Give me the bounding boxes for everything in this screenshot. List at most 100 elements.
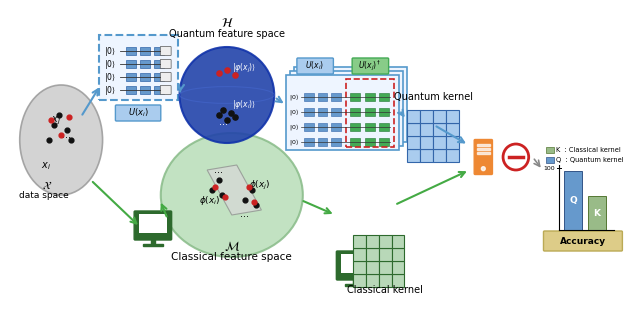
Bar bbox=[477, 144, 490, 146]
Bar bbox=[366, 274, 379, 287]
Bar bbox=[366, 248, 379, 261]
Bar bbox=[353, 261, 366, 274]
Ellipse shape bbox=[161, 133, 303, 257]
Bar bbox=[588, 196, 605, 230]
Text: ...: ... bbox=[61, 130, 70, 140]
Point bbox=[64, 114, 74, 120]
Circle shape bbox=[179, 47, 274, 143]
Bar bbox=[332, 93, 341, 101]
Text: $\mathcal{X}$: $\mathcal{X}$ bbox=[42, 180, 52, 191]
Bar bbox=[433, 123, 446, 136]
Text: $|\varphi(x_i)\rangle$: $|\varphi(x_i)\rangle$ bbox=[232, 98, 256, 111]
Bar bbox=[477, 148, 490, 150]
Bar bbox=[332, 123, 341, 131]
FancyBboxPatch shape bbox=[290, 71, 403, 146]
Bar bbox=[345, 284, 365, 286]
Text: $|0\rangle$: $|0\rangle$ bbox=[104, 45, 115, 58]
Bar bbox=[564, 171, 582, 230]
Text: $U(x_j)^\dagger$: $U(x_j)^\dagger$ bbox=[358, 59, 381, 73]
Point bbox=[62, 127, 72, 133]
Text: K  : Classical kernel: K : Classical kernel bbox=[556, 147, 621, 153]
Bar bbox=[140, 86, 150, 94]
Point bbox=[230, 72, 240, 78]
Text: Classical feature space: Classical feature space bbox=[172, 252, 292, 262]
Text: $U(x_i)$: $U(x_i)$ bbox=[305, 60, 324, 72]
Bar bbox=[154, 86, 164, 94]
Bar bbox=[408, 149, 420, 162]
FancyBboxPatch shape bbox=[474, 139, 492, 175]
Text: ...: ... bbox=[219, 117, 228, 127]
FancyBboxPatch shape bbox=[297, 58, 333, 74]
Bar bbox=[126, 86, 136, 94]
Bar bbox=[350, 138, 360, 146]
Text: $\phi(x_j)$: $\phi(x_j)$ bbox=[249, 179, 270, 192]
Bar bbox=[408, 123, 420, 136]
Text: K: K bbox=[593, 208, 600, 217]
Text: $U(x_i)$: $U(x_i)$ bbox=[128, 107, 148, 119]
Text: Classical kernel: Classical kernel bbox=[347, 285, 422, 295]
Text: Quantum kernel: Quantum kernel bbox=[394, 92, 472, 102]
Point bbox=[207, 187, 217, 193]
Bar bbox=[408, 110, 420, 123]
Text: $\mathcal{H}$: $\mathcal{H}$ bbox=[221, 17, 233, 30]
Bar bbox=[433, 149, 446, 162]
Bar bbox=[433, 110, 446, 123]
Bar bbox=[392, 235, 404, 248]
Bar bbox=[420, 149, 433, 162]
FancyBboxPatch shape bbox=[543, 231, 622, 251]
Bar bbox=[143, 245, 163, 246]
Bar bbox=[477, 152, 490, 154]
Text: $x_i$: $x_i$ bbox=[42, 160, 51, 172]
Bar bbox=[365, 123, 375, 131]
Bar bbox=[150, 239, 156, 245]
Bar bbox=[353, 235, 366, 248]
Point bbox=[252, 202, 262, 208]
Point bbox=[246, 187, 257, 193]
Point bbox=[214, 177, 224, 183]
Point bbox=[66, 137, 76, 143]
Bar bbox=[317, 138, 328, 146]
Bar bbox=[365, 108, 375, 116]
Bar bbox=[379, 235, 392, 248]
Bar bbox=[420, 123, 433, 136]
Text: $|0\rangle$: $|0\rangle$ bbox=[104, 58, 115, 70]
Bar bbox=[350, 93, 360, 101]
Point bbox=[221, 117, 232, 123]
Bar bbox=[365, 138, 375, 146]
Point bbox=[214, 112, 224, 118]
Text: $x_j$: $x_j$ bbox=[51, 114, 61, 127]
Bar bbox=[392, 248, 404, 261]
Text: $\phi(x_i)$: $\phi(x_i)$ bbox=[199, 194, 221, 207]
Bar bbox=[366, 235, 379, 248]
Bar bbox=[154, 47, 164, 55]
Point bbox=[221, 67, 232, 73]
Bar bbox=[379, 108, 388, 116]
Text: $\mathcal{M}$: $\mathcal{M}$ bbox=[224, 239, 240, 253]
FancyBboxPatch shape bbox=[99, 35, 177, 100]
Text: $|\varphi(x_j)\rangle$: $|\varphi(x_j)\rangle$ bbox=[232, 61, 256, 74]
Bar bbox=[446, 110, 459, 123]
Point bbox=[49, 122, 60, 128]
Bar bbox=[126, 47, 136, 55]
Ellipse shape bbox=[20, 85, 102, 195]
Point bbox=[44, 137, 54, 143]
FancyBboxPatch shape bbox=[337, 251, 374, 280]
Text: 100: 100 bbox=[544, 166, 556, 171]
Bar bbox=[446, 136, 459, 149]
Bar bbox=[446, 149, 459, 162]
Bar bbox=[304, 123, 314, 131]
Bar bbox=[379, 274, 392, 287]
Bar bbox=[379, 138, 388, 146]
Text: $|0\rangle$: $|0\rangle$ bbox=[289, 137, 299, 147]
Text: $|0\rangle$: $|0\rangle$ bbox=[104, 83, 115, 96]
FancyBboxPatch shape bbox=[286, 75, 399, 150]
Bar bbox=[140, 73, 150, 81]
Text: $|0\rangle$: $|0\rangle$ bbox=[289, 107, 299, 117]
FancyBboxPatch shape bbox=[341, 254, 369, 273]
Point bbox=[226, 110, 236, 116]
Bar bbox=[433, 136, 446, 149]
Bar bbox=[365, 93, 375, 101]
Bar bbox=[154, 73, 164, 81]
Point bbox=[210, 184, 220, 190]
Bar bbox=[304, 138, 314, 146]
